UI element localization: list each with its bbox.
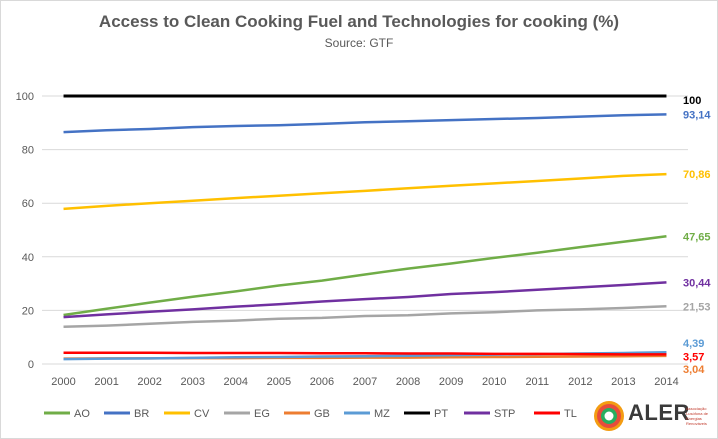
x-tick-label: 2000 (51, 376, 75, 388)
legend-label-gb: GB (314, 408, 330, 420)
end-label-gb: 3,04 (683, 364, 705, 376)
x-tick-label: 2003 (180, 376, 204, 388)
x-tick-label: 2014 (654, 376, 678, 388)
logo-wordmark: ALER (628, 400, 690, 425)
end-label-ao: 47,65 (683, 231, 711, 243)
x-tick-label: 2009 (439, 376, 463, 388)
series-line-stp (63, 281, 667, 319)
legend-label-eg: EG (254, 408, 270, 420)
series-line-cv (63, 172, 667, 211)
x-tick-label: 2002 (137, 376, 161, 388)
legend-label-mz: MZ (374, 408, 390, 420)
aler-logo: ALER Associação Lusófona de Energias Ren… (592, 398, 712, 434)
x-tick-label: 2013 (611, 376, 635, 388)
series-line-tl (63, 351, 667, 356)
x-tick-label: 2005 (267, 376, 291, 388)
x-tick-label: 2010 (482, 376, 506, 388)
y-tick-label: 80 (22, 145, 34, 157)
legend-label-pt: PT (434, 408, 448, 420)
end-label-mz: 4,39 (683, 338, 704, 350)
x-tick-label: 2007 (353, 376, 377, 388)
chart-title: Access to Clean Cooking Fuel and Technol… (98, 12, 620, 31)
sunflower-icon (594, 401, 624, 431)
y-tick-label: 20 (22, 305, 34, 317)
end-label-stp: 30,44 (683, 277, 711, 289)
y-tick-label: 60 (22, 198, 34, 210)
x-tick-label: 2006 (310, 376, 334, 388)
legend-label-cv: CV (194, 408, 210, 420)
x-tick-label: 2011 (525, 376, 549, 388)
y-tick-label: 0 (28, 359, 34, 371)
end-label-pt: 100 (683, 95, 701, 107)
end-label-tl: 3,57 (683, 351, 704, 363)
x-tick-label: 2008 (396, 376, 420, 388)
x-tick-label: 2012 (568, 376, 592, 388)
series-line-eg (63, 305, 667, 328)
y-tick-label: 100 (16, 91, 34, 103)
series-line-ao (63, 235, 667, 317)
end-label-br: 93,14 (683, 109, 711, 121)
legend-label-br: BR (134, 408, 149, 420)
y-tick-label: 40 (22, 252, 34, 264)
end-label-cv: 70,86 (683, 169, 711, 181)
legend-label-stp: STP (494, 408, 515, 420)
legend-label-tl: TL (564, 408, 577, 420)
x-tick-label: 2001 (94, 376, 118, 388)
legend-label-ao: AO (74, 408, 90, 420)
series-line-br (63, 113, 667, 134)
x-tick-label: 2004 (224, 376, 248, 388)
logo-tagline: Associação Lusófona de Energias Renováve… (686, 406, 709, 426)
chart-subtitle: Source: GTF (324, 36, 394, 50)
end-label-eg: 21,53 (683, 301, 711, 313)
